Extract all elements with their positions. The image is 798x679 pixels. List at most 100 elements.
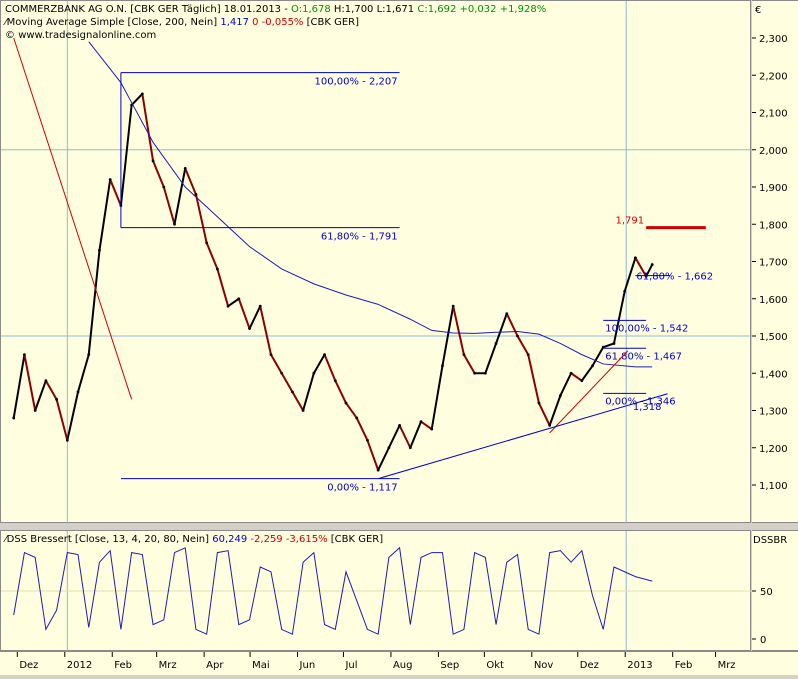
price-point xyxy=(108,178,112,181)
copyright-line: © www.tradesignalonline.com xyxy=(5,29,156,42)
y-tick-label: 1,400 xyxy=(759,369,788,380)
fib-level-label: 61,80% - 1,467 xyxy=(605,351,682,362)
price-segment xyxy=(366,439,380,471)
price-segment xyxy=(119,104,133,206)
price-segment xyxy=(634,257,647,277)
copyright-icon: © xyxy=(5,30,15,41)
price-point xyxy=(558,394,562,397)
price-segment xyxy=(248,305,262,329)
price-point xyxy=(291,390,294,394)
y-tick-label: 1,100 xyxy=(759,481,788,492)
price-point xyxy=(194,193,198,196)
price-segment xyxy=(334,380,347,404)
indicator-header-name: DSS Bressert [Close, 13, 4, 20, 80, Nein… xyxy=(6,534,213,545)
price-segment xyxy=(463,354,476,374)
price-segment xyxy=(516,335,530,356)
ma-icon: ⁄ xyxy=(5,17,7,28)
price-point xyxy=(430,427,434,431)
price-segment xyxy=(559,372,572,397)
price-point xyxy=(634,256,637,260)
price-segment xyxy=(280,372,294,393)
y-tick-label: 1,800 xyxy=(759,220,788,231)
price-point xyxy=(462,353,466,357)
price-point xyxy=(366,438,369,442)
price-point xyxy=(387,446,391,450)
ma-header-value: 1,417 xyxy=(220,17,249,28)
price-point xyxy=(215,267,219,271)
price-point xyxy=(33,409,37,412)
price-y-axis[interactable]: €2,300 2,200 2,100 2,000 1,900 1,800 1,700 1,60… xyxy=(752,0,798,523)
price-point xyxy=(526,353,530,357)
indicator-pane[interactable]: ⁄DSS Bressert [Close, 13, 4, 20, 80, Nei… xyxy=(0,530,752,652)
price-segment xyxy=(581,365,594,382)
price-segment xyxy=(623,257,637,292)
price-point xyxy=(494,342,498,345)
price-segment xyxy=(173,168,187,225)
moving-average-line xyxy=(88,41,653,368)
x-tick-label: Mrz xyxy=(718,660,736,671)
target-label: 1,791 xyxy=(615,216,644,227)
price-segment xyxy=(591,346,605,367)
x-tick-label: Mai xyxy=(252,660,270,671)
indicator-header: ⁄DSS Bressert [Close, 13, 4, 20, 80, Nei… xyxy=(5,533,383,546)
price-segment xyxy=(345,402,358,419)
x-tick-label: Okt xyxy=(486,660,504,671)
price-point xyxy=(441,364,444,368)
price-segment xyxy=(87,250,101,355)
price-segment xyxy=(109,179,122,207)
price-chart: 100,00% - 2,207 61,80% - 1,791 0,00% - 1,1… xyxy=(1,1,752,524)
price-segment xyxy=(98,179,112,251)
site-link[interactable]: www.tradesignalonline.com xyxy=(18,30,157,41)
indicator-header-value: 60,249 xyxy=(212,534,248,545)
price-segment xyxy=(302,372,315,411)
price-point xyxy=(612,342,616,345)
price-segment xyxy=(355,417,369,441)
price-segment xyxy=(227,297,240,308)
price-segment xyxy=(184,167,197,195)
price-header-close: C:1,692 +0,032 +1,928% xyxy=(417,4,547,15)
price-segment xyxy=(130,93,144,106)
price-point xyxy=(419,420,423,424)
price-segment xyxy=(55,399,69,441)
price-point xyxy=(55,397,58,401)
price-chart-pane[interactable]: 100,00% - 2,207 61,80% - 1,791 0,00% - 1,1… xyxy=(0,0,752,524)
y-tick-label: 1,900 xyxy=(759,183,788,194)
price-segment xyxy=(323,354,337,382)
price-segment xyxy=(409,421,422,449)
price-segment xyxy=(66,391,80,441)
x-tick-label: Dez xyxy=(580,660,599,671)
uptrend-long-line xyxy=(378,393,668,480)
price-point xyxy=(269,353,273,357)
price-point xyxy=(12,416,16,420)
y-tick-label: 1,300 xyxy=(759,407,788,418)
price-point xyxy=(408,446,412,450)
indicator-y-axis[interactable]: DSSBR 50 0 xyxy=(752,530,798,651)
price-point xyxy=(258,304,262,308)
price-point xyxy=(44,379,48,383)
fib-level-label: 61,80% - 1,791 xyxy=(321,232,398,243)
price-point xyxy=(65,438,69,442)
x-tick-label: 2013 xyxy=(627,660,652,671)
y-tick-label: 1,600 xyxy=(759,295,788,306)
price-point xyxy=(76,390,80,394)
x-tick-label: Feb xyxy=(675,660,693,671)
price-segment xyxy=(548,395,562,426)
price-point xyxy=(650,263,654,266)
price-segment xyxy=(505,313,519,337)
ma-header-symbol: [CBK GER] xyxy=(306,17,360,28)
price-point xyxy=(280,371,284,375)
fib-level-label: 100,00% - 2,207 xyxy=(315,77,398,88)
price-segment xyxy=(570,372,583,382)
price-segment xyxy=(527,354,540,404)
time-axis[interactable]: Dez 2012 Feb Mrz Apr Mai Jun Jul Aug Sep Okt Nov Dez… xyxy=(0,651,798,675)
price-segment xyxy=(387,424,401,449)
price-point xyxy=(323,353,326,357)
indicator-axis-label: DSSBR xyxy=(753,535,787,546)
price-point xyxy=(483,371,487,375)
price-segment xyxy=(259,305,272,355)
ma-header: ⁄Moving Average Simple [Close, 200, Nein… xyxy=(5,16,359,29)
price-segment xyxy=(602,342,615,349)
price-segment xyxy=(23,354,37,411)
price-segment xyxy=(312,354,326,374)
fib-partial-label: 61,80% - 1,662 xyxy=(636,272,713,283)
